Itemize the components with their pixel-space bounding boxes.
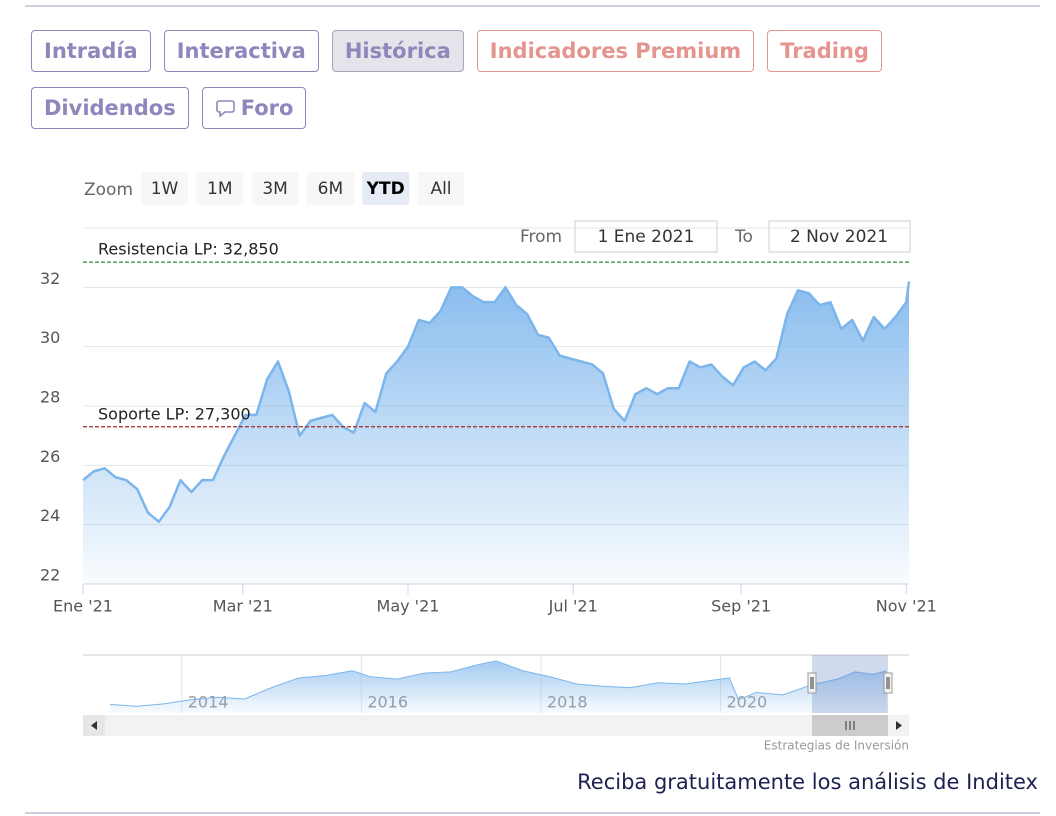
y-tick-label: 22 (40, 566, 60, 585)
zoom-button-label[interactable]: 6M (318, 179, 343, 199)
footer-text: Reciba gratuitamente los análisis de Ind… (577, 770, 1038, 794)
zoom-button-label[interactable]: 1M (207, 179, 232, 199)
to-label: To (734, 227, 753, 247)
price-line (82, 281, 911, 523)
zoom-button[interactable] (417, 172, 465, 205)
y-tick-label: 24 (40, 506, 60, 525)
bottom-rule (25, 812, 1040, 814)
navigator-handle[interactable] (807, 672, 817, 694)
zoom-button-label[interactable]: YTD (366, 179, 405, 199)
zoom-button-label[interactable]: 3M (262, 179, 287, 199)
forum-icon (215, 100, 235, 118)
x-tick-label: May '21 (377, 597, 440, 616)
x-tick-label: Ene '21 (53, 597, 113, 616)
zoom-button-label[interactable]: 1W (151, 179, 179, 199)
navigator-area (109, 661, 887, 713)
scroll-left-arrow (91, 721, 97, 730)
x-tick-label: Nov '21 (876, 597, 937, 616)
area (83, 281, 909, 584)
zoom-button[interactable] (196, 172, 244, 205)
credit: Estrategias de Inversión (764, 739, 909, 753)
zoom-label: Zoom (84, 180, 133, 200)
x-tick-label: Sep '21 (711, 597, 771, 616)
plot-line-label: Soporte LP: 27,300 (98, 404, 251, 423)
top-rule (25, 5, 1040, 7)
navigator-window[interactable] (812, 655, 888, 713)
zoom-button-label[interactable]: All (430, 179, 451, 199)
tab[interactable]: Intradía (31, 30, 151, 72)
tab[interactable]: Dividendos (31, 87, 189, 129)
tab-row: Intradía Interactiva Histórica Indicador… (31, 30, 882, 72)
zoom-button[interactable] (306, 172, 354, 205)
tab-active[interactable]: Histórica (331, 30, 464, 72)
scroll-right-arrow (896, 721, 902, 730)
zoom-button[interactable] (362, 172, 410, 205)
tab[interactable]: Interactiva (163, 30, 319, 72)
to-input[interactable] (768, 220, 911, 253)
navigator-handle[interactable] (883, 672, 893, 694)
zoom-button[interactable] (251, 172, 299, 205)
from-label: From (520, 227, 562, 247)
y-tick-label: 30 (40, 328, 60, 347)
tab-premium[interactable]: Indicadores Premium (476, 30, 755, 72)
tab-premium[interactable]: Trading (767, 30, 882, 72)
y-tick-label: 28 (40, 388, 60, 407)
y-tick-label: 26 (40, 447, 60, 466)
scrollbar-track (83, 715, 909, 736)
tab-row: Dividendos Foro (31, 87, 307, 129)
tab-label: Foro (240, 96, 294, 120)
tab[interactable]: Foro (201, 87, 307, 129)
plot-line-label: Resistencia LP: 32,850 (98, 240, 279, 259)
zoom-button[interactable] (141, 172, 188, 205)
x-tick-label: Jul '21 (548, 597, 598, 616)
x-tick-label: Mar '21 (213, 597, 273, 616)
from-input[interactable] (574, 220, 718, 253)
navigator-line (109, 660, 887, 707)
from-value: 1 Ene 2021 (598, 227, 695, 247)
to-value: 2 Nov 2021 (790, 227, 888, 247)
y-tick-label: 32 (40, 269, 60, 288)
